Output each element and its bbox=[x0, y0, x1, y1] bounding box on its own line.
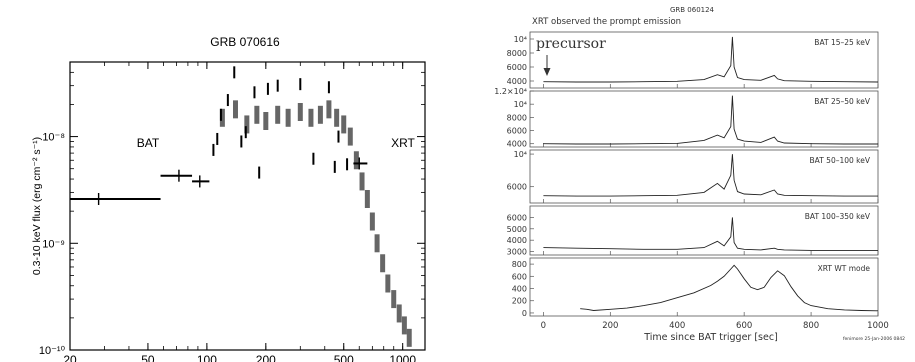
y-tick-label: 10⁻⁸ bbox=[42, 132, 65, 144]
annotation-xrt: XRT bbox=[391, 136, 415, 150]
panel-frame bbox=[529, 149, 879, 204]
panel-y-tick-label: 5000 bbox=[507, 225, 527, 234]
panel-curve bbox=[543, 36, 879, 83]
panel-y-tick-label: 600 bbox=[512, 272, 527, 281]
panel-y-tick-label: 400 bbox=[512, 285, 527, 294]
right-x-tick-label: 800 bbox=[803, 321, 819, 331]
panel-y-tick-label: 800 bbox=[512, 260, 527, 269]
panel-y-tick-label: 4000 bbox=[507, 77, 527, 86]
right-chart-footer: fenimore 25-Jan-2006 0842 bbox=[843, 336, 905, 342]
panel-y-tick-label: 6000 bbox=[507, 213, 527, 222]
right-x-tick-label: 1000 bbox=[867, 321, 889, 331]
left-plot-frame bbox=[69, 61, 426, 351]
annotation-bat: BAT bbox=[137, 136, 160, 150]
panel-y-tick-label: 200 bbox=[512, 297, 527, 306]
panel-label: BAT 50–100 keV bbox=[810, 156, 871, 165]
x-tick-label: 500 bbox=[334, 353, 354, 362]
precursor-label: precursor bbox=[536, 36, 606, 52]
right-x-tick-label: 0 bbox=[541, 321, 546, 331]
x-tick-label: 200 bbox=[256, 353, 276, 362]
y-tick-label: 10⁻¹⁰ bbox=[39, 345, 66, 357]
panel-y-tick-label: 10⁴ bbox=[514, 35, 527, 44]
panel-y-tick-label: 8000 bbox=[507, 113, 527, 122]
panel-y-tick-label: 6000 bbox=[507, 63, 527, 72]
panel-y-tick-label: 8000 bbox=[507, 49, 527, 58]
panel-label: BAT 100–350 keV bbox=[805, 212, 871, 221]
x-tick-label: 1000 bbox=[389, 353, 416, 362]
panel-curve bbox=[543, 217, 878, 251]
left-y-ticks: 10⁻¹⁰ 10⁻⁹ 10⁻⁸ bbox=[39, 61, 425, 357]
panel-label: BAT 25–50 keV bbox=[814, 97, 871, 106]
left-y-axis-label: 0.3-10 keV flux (erg cm⁻² s⁻¹) bbox=[31, 137, 43, 275]
right-chart: GRB 060124 XRT observed the prompt emiss… bbox=[494, 6, 905, 343]
panel-y-tick-label: 6000 bbox=[507, 127, 527, 136]
x-tick-label: 20 bbox=[63, 353, 77, 362]
panel-frame bbox=[529, 257, 879, 317]
panel-label: XRT WT mode bbox=[818, 264, 871, 273]
panel-y-tick-label: 3000 bbox=[507, 248, 527, 257]
right-chart-title: GRB 060124 bbox=[670, 6, 715, 14]
left-chart-title: GRB 070616 bbox=[210, 35, 280, 49]
right-x-ticks: 0 200 400 600 800 1000 bbox=[541, 321, 889, 331]
left-chart: GRB 070616 0.3-10 keV flux (erg cm⁻² s⁻¹… bbox=[31, 35, 426, 362]
panel-curve bbox=[543, 154, 878, 197]
panel-y-tick-label: 10⁴ bbox=[514, 150, 527, 159]
panel-y-tick-label: 0 bbox=[522, 309, 527, 318]
right-x-tick-label: 200 bbox=[602, 321, 618, 331]
right-x-tick-label: 400 bbox=[669, 321, 685, 331]
panel-label: BAT 15–25 keV bbox=[814, 38, 871, 47]
panel-frame bbox=[529, 205, 879, 256]
panel-y-tick-label: 10⁴ bbox=[514, 100, 527, 109]
panel-curve bbox=[543, 95, 878, 145]
panel-frame bbox=[529, 90, 879, 148]
right-chart-subtitle: XRT observed the prompt emission bbox=[532, 17, 681, 27]
x-tick-label: 100 bbox=[197, 353, 217, 362]
left-series bbox=[70, 66, 412, 347]
panel-y-tick-label: 4000 bbox=[507, 140, 527, 149]
right-x-axis-label: Time since BAT trigger [sec] bbox=[643, 332, 778, 343]
y-tick-label: 10⁻⁹ bbox=[42, 238, 65, 250]
panel-y-tick-label: 4000 bbox=[507, 236, 527, 245]
panel-frame bbox=[529, 31, 879, 89]
precursor-arrow bbox=[543, 55, 551, 76]
panel-y-tick-label: 6000 bbox=[507, 183, 527, 192]
left-x-ticks: 20 50 100 200 500 1000 bbox=[63, 62, 416, 362]
right-x-tick-label: 600 bbox=[736, 321, 752, 331]
x-tick-label: 50 bbox=[141, 353, 155, 362]
panel-y-tick-label: 1.2×10⁴ bbox=[494, 87, 527, 96]
panel-curve bbox=[580, 264, 879, 312]
